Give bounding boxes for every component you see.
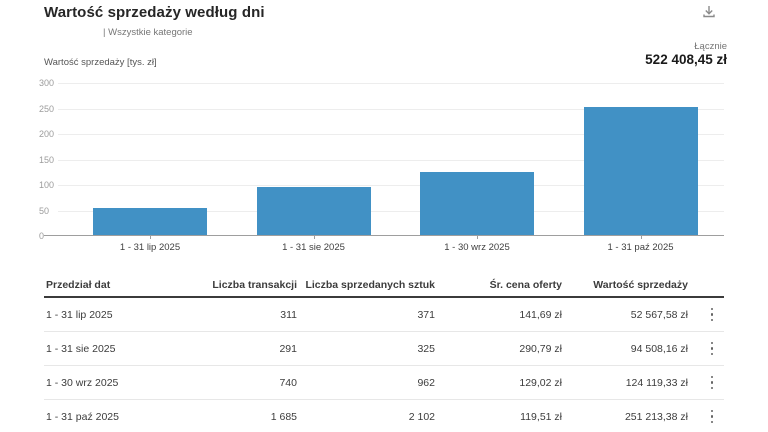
cell-sales-value: 251 213,38 zł xyxy=(624,410,688,423)
cell-sales-value: 52 567,58 zł xyxy=(630,308,688,321)
cell-date-range: 1 - 31 paź 2025 xyxy=(46,410,119,423)
page-title: Wartość sprzedaży według dni xyxy=(44,4,265,21)
bar-chart: 0 50 100 150 200 250 300 1 - 31 lip 2025 1 - 31 … xyxy=(39,78,724,253)
y-tick-label: 0 xyxy=(39,231,45,241)
cell-units-sold: 962 xyxy=(417,376,435,389)
y-tick-label: 200 xyxy=(39,129,55,139)
x-axis-label: 1 - 30 wrz 2025 xyxy=(444,242,510,253)
cell-avg-price: 129,02 zł xyxy=(519,376,562,389)
x-axis-label: 1 - 31 sie 2025 xyxy=(282,242,345,253)
x-axis-label: 1 - 31 paź 2025 xyxy=(607,242,674,253)
x-tick-mark xyxy=(313,235,315,239)
row-menu-button[interactable] xyxy=(706,372,719,394)
table-row: 1 - 31 paź 2025 1 685 2 102 119,51 zł 25… xyxy=(44,400,724,432)
kebab-icon xyxy=(710,375,713,390)
y-tick-label: 300 xyxy=(39,78,55,88)
chart-bar[interactable] xyxy=(420,171,534,235)
table-row: 1 - 31 sie 2025 291 325 290,79 zł 94 508… xyxy=(44,332,724,366)
gridline xyxy=(58,185,724,186)
cell-transactions: 1 685 xyxy=(270,410,297,423)
cell-transactions: 740 xyxy=(279,376,297,389)
y-axis-title: Wartość sprzedaży [tys. zł] xyxy=(44,57,157,68)
sales-table: Przedział dat Liczba transakcji Liczba s… xyxy=(44,273,724,432)
y-tick-label: 250 xyxy=(39,103,55,114)
y-tick-label: 50 xyxy=(39,205,50,216)
gridline xyxy=(58,159,724,161)
kebab-icon xyxy=(710,307,713,322)
cell-sales-value: 94 508,16 zł xyxy=(630,342,688,355)
gridline xyxy=(58,134,724,135)
cell-avg-price: 290,79 zł xyxy=(519,342,562,355)
col-header-units-sold: Liczba sprzedanych sztuk xyxy=(305,278,435,291)
cell-units-sold: 371 xyxy=(417,308,435,321)
y-tick-label: 100 xyxy=(39,180,55,190)
col-header-sales-value: Wartość sprzedaży xyxy=(593,278,688,291)
cell-date-range: 1 - 31 lip 2025 xyxy=(46,308,113,321)
kebab-icon xyxy=(710,341,713,356)
total-value: 522 408,45 zł xyxy=(645,52,727,67)
col-header-date-range: Przedział dat xyxy=(46,278,111,291)
cell-units-sold: 325 xyxy=(417,342,435,355)
row-menu-button[interactable] xyxy=(706,304,719,326)
cell-transactions: 291 xyxy=(279,342,297,355)
gridline xyxy=(58,108,724,110)
cell-date-range: 1 - 30 wrz 2025 xyxy=(46,376,119,389)
col-header-transactions: Liczba transakcji xyxy=(212,278,297,291)
total-label: Łącznie xyxy=(694,41,727,52)
x-tick-mark xyxy=(150,235,151,239)
gridline xyxy=(58,83,724,84)
row-menu-button[interactable] xyxy=(706,406,719,428)
col-header-avg-price: Śr. cena oferty xyxy=(489,278,562,291)
table-row: 1 - 30 wrz 2025 740 962 129,02 zł 124 11… xyxy=(44,366,724,400)
cell-transactions: 311 xyxy=(280,308,297,321)
y-tick-label: 150 xyxy=(39,154,55,165)
cell-avg-price: 119,51 zł xyxy=(520,410,562,423)
table-header-row: Przedział dat Liczba transakcji Liczba s… xyxy=(44,273,724,298)
cell-date-range: 1 - 31 sie 2025 xyxy=(46,342,116,355)
kebab-icon xyxy=(710,409,713,424)
chart-bar[interactable] xyxy=(256,186,371,235)
category-filter-label: | Wszystkie kategorie xyxy=(103,27,193,38)
gridline xyxy=(58,210,724,212)
cell-avg-price: 141,69 zł xyxy=(519,308,562,321)
download-button[interactable] xyxy=(699,2,719,22)
table-row: 1 - 31 lip 2025 311 371 141,69 zł 52 567… xyxy=(44,298,724,332)
chart-bar[interactable] xyxy=(93,208,207,235)
x-axis-label: 1 - 31 lip 2025 xyxy=(119,242,181,253)
cell-units-sold: 2 102 xyxy=(408,410,435,423)
x-tick-mark xyxy=(640,235,642,239)
chart-bar[interactable] xyxy=(583,106,698,235)
x-tick-mark xyxy=(477,235,478,239)
download-icon xyxy=(701,4,717,20)
row-menu-button[interactable] xyxy=(706,338,719,360)
cell-sales-value: 124 119,33 zł xyxy=(625,376,688,389)
